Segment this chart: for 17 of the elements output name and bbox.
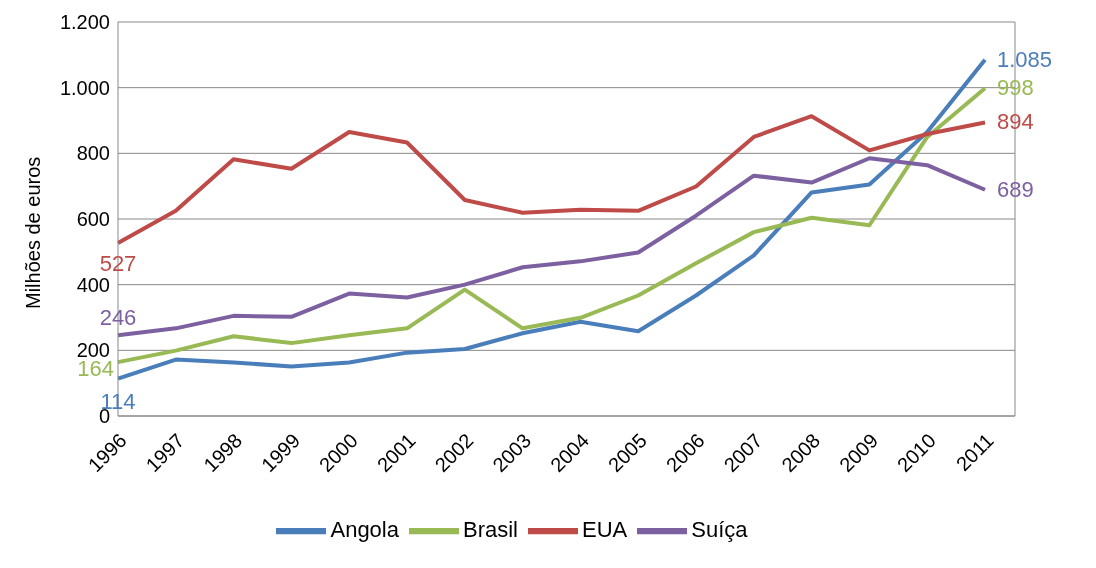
y-tick-label: 1.200 bbox=[59, 11, 110, 34]
y-tick-label: 600 bbox=[76, 208, 110, 231]
y-tick-label: 800 bbox=[76, 142, 110, 165]
legend-label: Angola bbox=[330, 516, 399, 542]
legend-label: Brasil bbox=[462, 516, 518, 542]
legend-label: Suíça bbox=[691, 516, 748, 542]
data-label: 1.085 bbox=[997, 46, 1053, 72]
data-label: 246 bbox=[99, 305, 137, 331]
data-label: 894 bbox=[997, 109, 1034, 135]
y-tick-label: 400 bbox=[76, 273, 110, 296]
data-label: 527 bbox=[99, 250, 137, 276]
legend-label: EUA bbox=[582, 516, 628, 542]
y-axis-title: Milhões de euros bbox=[22, 156, 45, 309]
data-label: 998 bbox=[997, 75, 1034, 101]
y-tick-label: 1.000 bbox=[59, 76, 110, 99]
line-series bbox=[116, 114, 987, 245]
data-label: 689 bbox=[997, 176, 1034, 202]
